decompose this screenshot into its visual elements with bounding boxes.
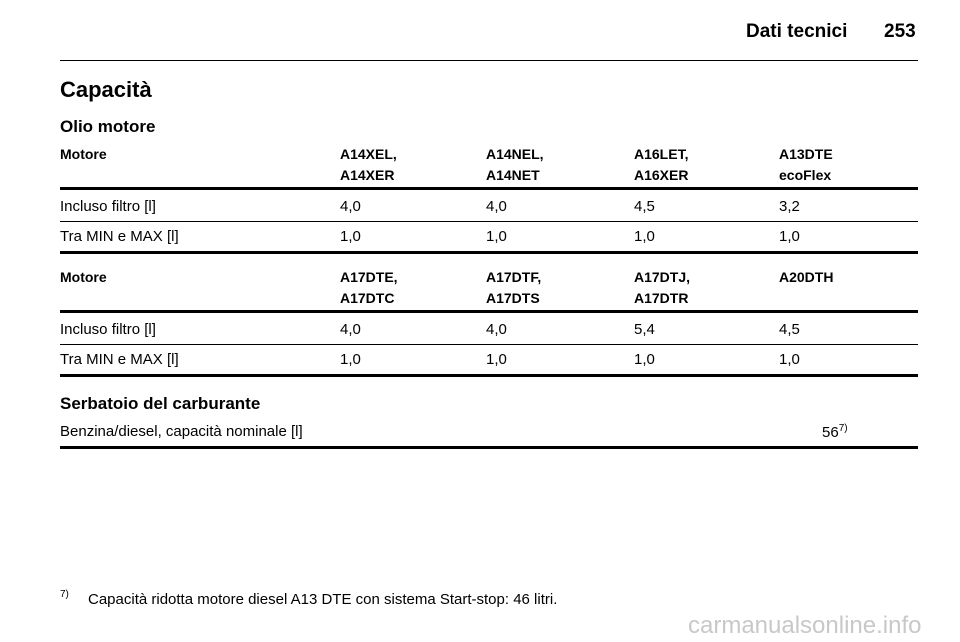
- cell-value: 1,0: [634, 351, 655, 368]
- row-rule: [60, 344, 918, 345]
- cell-value: 1,0: [779, 228, 800, 245]
- column-header: ecoFlex: [779, 167, 832, 183]
- subsection-title: Olio motore: [60, 117, 156, 136]
- cell-value: 4,5: [634, 198, 655, 215]
- fuel-title: Serbatoio del carburante: [60, 394, 261, 413]
- column-header: A14NET: [486, 167, 540, 183]
- fuel-value-cell: 567): [822, 423, 848, 441]
- fuel-label: Benzina/diesel, capacità nominale [l]: [60, 423, 303, 440]
- column-header: A20DTH: [779, 269, 834, 285]
- cell-value: 1,0: [340, 228, 361, 245]
- cell-value: 4,5: [779, 321, 800, 338]
- row-rule: [60, 251, 918, 254]
- column-header: A17DTS: [486, 290, 540, 306]
- watermark: carmanualsonline.info: [688, 612, 922, 639]
- column-header: A14XER: [340, 167, 395, 183]
- column-header: A17DTF,: [486, 269, 542, 285]
- section-title: Capacità: [60, 77, 152, 102]
- column-header: A17DTC: [340, 290, 395, 306]
- footnote-ref: 7): [60, 589, 69, 600]
- cell-value: 4,0: [486, 321, 507, 338]
- row-label: Tra MIN e MAX [l]: [60, 228, 179, 245]
- row-label: Tra MIN e MAX [l]: [60, 351, 179, 368]
- column-header: Motore: [60, 146, 107, 162]
- row-rule: [60, 374, 918, 377]
- column-header: A17DTJ,: [634, 269, 691, 285]
- cell-value: 4,0: [340, 321, 361, 338]
- page-number: 253: [884, 21, 916, 42]
- row-label: Incluso filtro [l]: [60, 198, 156, 215]
- fuel-value: 56: [822, 424, 839, 441]
- header-rule: [60, 60, 918, 61]
- column-header: A16LET,: [634, 146, 689, 162]
- column-header: A14XEL,: [340, 146, 397, 162]
- row-label: Incluso filtro [l]: [60, 321, 156, 338]
- cell-value: 5,4: [634, 321, 655, 338]
- cell-value: 3,2: [779, 198, 800, 215]
- column-header: A14NEL,: [486, 146, 544, 162]
- cell-value: 4,0: [340, 198, 361, 215]
- header-rule: [60, 310, 918, 313]
- column-header: Motore: [60, 269, 107, 285]
- cell-value: 1,0: [340, 351, 361, 368]
- column-header: A17DTR: [634, 290, 689, 306]
- cell-value: 1,0: [486, 351, 507, 368]
- cell-value: 1,0: [486, 228, 507, 245]
- row-rule: [60, 221, 918, 222]
- cell-value: 1,0: [779, 351, 800, 368]
- column-header: A16XER: [634, 167, 689, 183]
- column-header: A13DTE: [779, 146, 833, 162]
- column-header: A17DTE,: [340, 269, 398, 285]
- fuel-note-ref: 7): [838, 423, 848, 434]
- footnote-text: Capacità ridotta motore diesel A13 DTE c…: [88, 591, 558, 608]
- header-title: Dati tecnici: [746, 21, 848, 42]
- cell-value: 4,0: [486, 198, 507, 215]
- header-rule: [60, 187, 918, 190]
- fuel-rule: [60, 446, 918, 449]
- cell-value: 1,0: [634, 228, 655, 245]
